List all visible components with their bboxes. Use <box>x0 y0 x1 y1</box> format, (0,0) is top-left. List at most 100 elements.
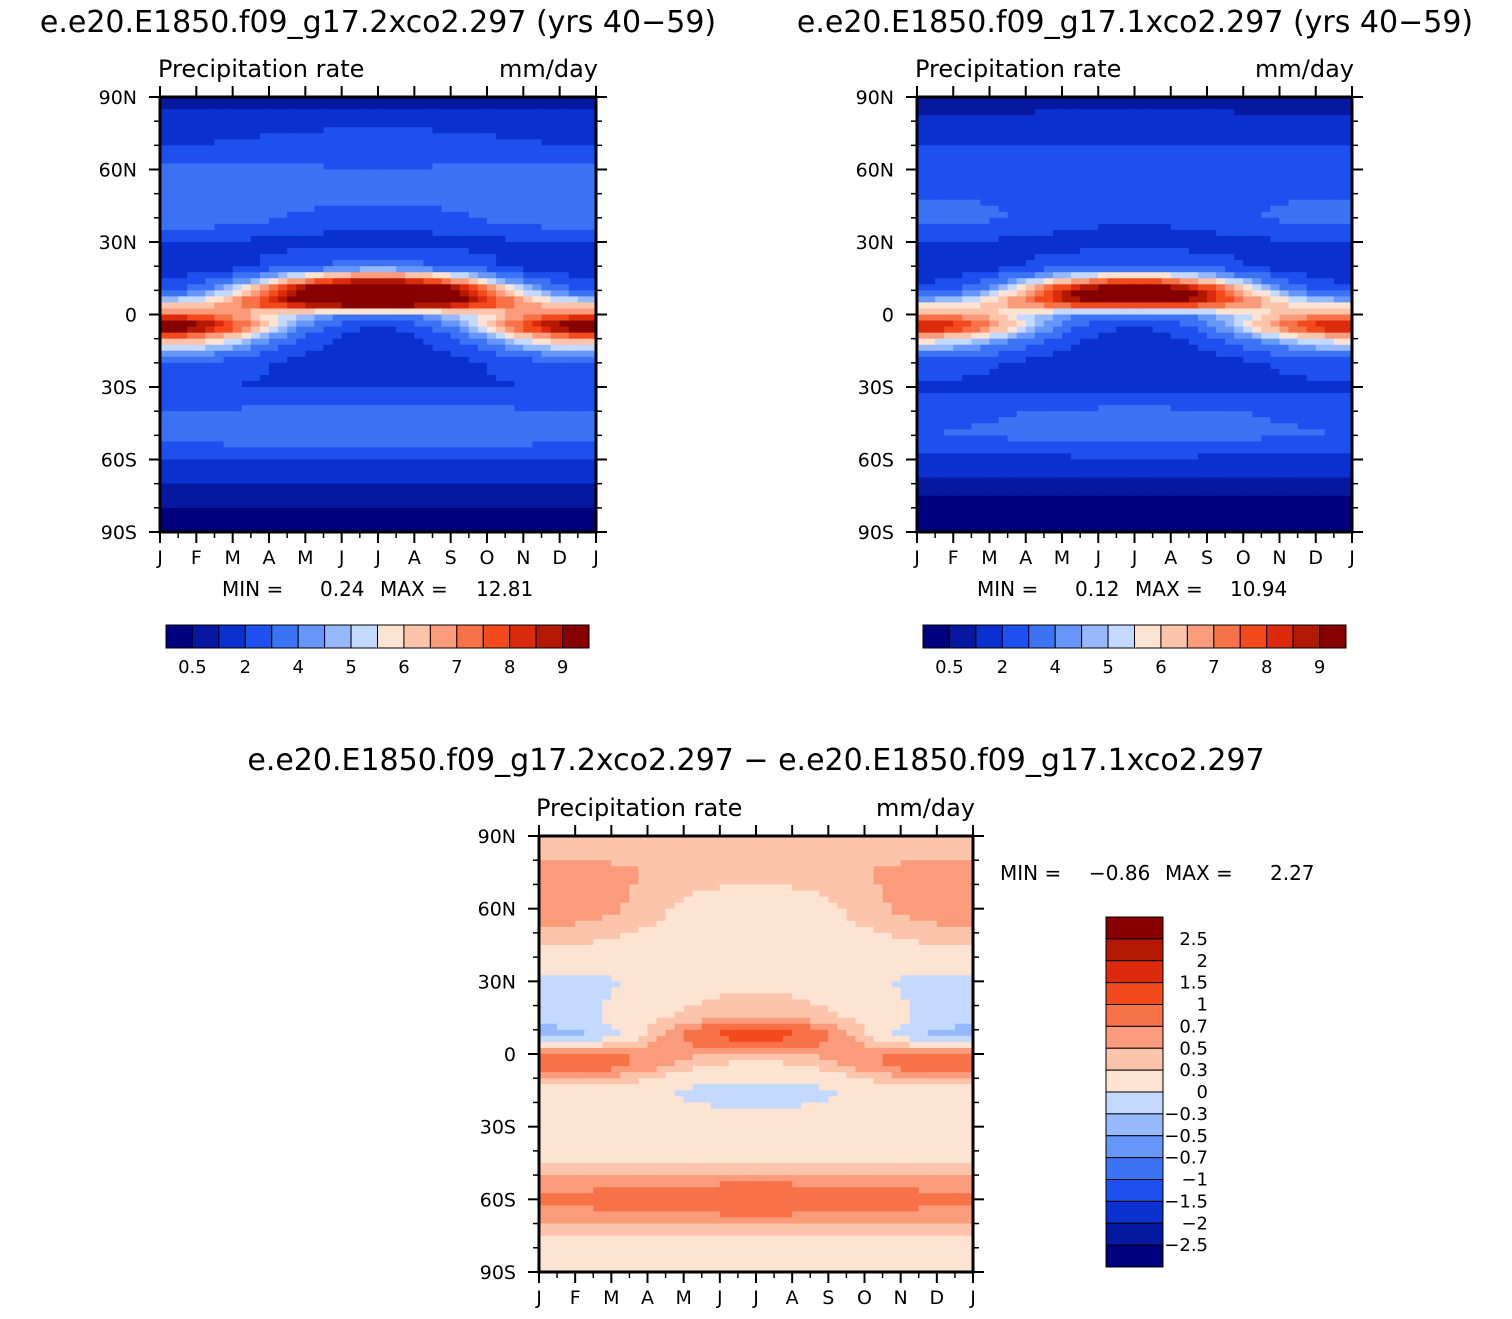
heatmap-cell <box>368 296 379 304</box>
heatmap-cell <box>350 447 361 455</box>
heatmap-cell <box>214 489 225 497</box>
heatmap-cell <box>944 441 954 449</box>
heatmap-cell <box>1080 368 1090 376</box>
heatmap-cell <box>1062 163 1072 171</box>
heatmap-cell <box>250 199 261 207</box>
heatmap-cell <box>450 139 461 146</box>
heatmap-cell <box>1034 223 1045 231</box>
heatmap-cell <box>953 393 963 400</box>
heatmap-cell <box>160 477 170 485</box>
heatmap-cell <box>196 181 207 189</box>
heatmap-cell <box>187 429 197 436</box>
heatmap-cell <box>232 127 243 134</box>
heatmap-cell <box>169 362 179 370</box>
heatmap-cell <box>1034 169 1045 177</box>
heatmap-cell <box>917 175 927 183</box>
heatmap-cell <box>432 429 443 436</box>
heatmap-cell <box>980 326 991 334</box>
heatmap-cell <box>278 163 288 171</box>
heatmap-cell <box>241 217 252 225</box>
heatmap-cell <box>532 187 543 195</box>
heatmap-cell <box>241 399 252 406</box>
heatmap-cell <box>441 405 452 412</box>
heatmap-cell <box>423 157 434 165</box>
heatmap-cell <box>1062 175 1072 183</box>
heatmap-cell <box>568 302 579 310</box>
heatmap-cell <box>953 254 963 261</box>
heatmap-cell <box>169 513 179 521</box>
heatmap-cell <box>196 109 207 116</box>
heatmap-cell <box>187 465 197 473</box>
heatmap-cell <box>586 145 596 152</box>
heatmap-cell <box>350 248 361 255</box>
heatmap-cell <box>1052 133 1063 140</box>
heatmap-cell <box>269 393 279 400</box>
heatmap-cell <box>368 254 379 261</box>
heatmap-cell <box>405 302 415 310</box>
heatmap-cell <box>1007 519 1018 527</box>
heatmap-cell <box>944 205 954 213</box>
heatmap-cell <box>287 519 297 527</box>
heatmap-cell <box>178 368 188 376</box>
heatmap-cell <box>441 411 452 418</box>
heatmap-cell <box>441 399 452 406</box>
heatmap-cell <box>496 411 506 418</box>
heatmap-cell <box>414 380 425 388</box>
heatmap-cell <box>487 254 497 261</box>
heatmap-cell <box>387 405 397 412</box>
heatmap-cell <box>1007 429 1018 436</box>
heatmap-cell <box>196 380 207 388</box>
heatmap-cell <box>1043 121 1054 128</box>
heatmap-cell <box>241 133 252 140</box>
heatmap-cell <box>323 326 334 334</box>
heatmap-cell <box>305 278 316 285</box>
heatmap-cell <box>1071 223 1081 231</box>
heatmap-cell <box>259 290 270 297</box>
heatmap-cell <box>332 320 343 328</box>
heatmap-cell <box>532 145 543 152</box>
heatmap-cell <box>287 181 297 189</box>
heatmap-cell <box>496 187 506 195</box>
heatmap-cell <box>423 374 434 382</box>
heatmap-cell <box>414 145 425 152</box>
heatmap-cell <box>214 435 225 442</box>
heatmap-cell <box>259 368 270 376</box>
heatmap-cell <box>1025 465 1036 473</box>
heatmap-cell <box>405 169 415 177</box>
heatmap-cell <box>414 483 425 491</box>
heatmap-cell <box>917 489 927 497</box>
heatmap-cell <box>241 519 252 527</box>
heatmap-cell <box>1062 266 1072 273</box>
heatmap-cell <box>368 235 379 243</box>
heatmap-cell <box>269 483 279 491</box>
heatmap-cell <box>577 266 588 273</box>
heatmap-cell <box>989 326 1000 334</box>
heatmap-cell <box>1052 447 1063 455</box>
heatmap-cell <box>1043 284 1054 291</box>
heatmap-cell <box>250 296 261 304</box>
heatmap-cell <box>1025 332 1036 340</box>
heatmap-cell <box>287 387 297 394</box>
heatmap-cell <box>187 489 197 497</box>
heatmap-cell <box>350 181 361 189</box>
heatmap-cell <box>1007 127 1018 134</box>
heatmap-cell <box>214 393 225 400</box>
heatmap-cell <box>989 344 1000 352</box>
heatmap-cell <box>1016 453 1027 461</box>
heatmap-cell <box>259 356 270 364</box>
heatmap-cell <box>250 223 261 231</box>
heatmap-cell <box>1007 169 1018 177</box>
heatmap-cell <box>278 266 288 273</box>
heatmap-cell <box>214 260 225 267</box>
heatmap-cell <box>259 477 270 485</box>
heatmap-cell <box>350 254 361 261</box>
heatmap-cell <box>917 459 927 467</box>
heatmap-cell <box>523 362 534 370</box>
heatmap-cell <box>241 145 252 152</box>
heatmap-cell <box>926 115 936 122</box>
heatmap-cell <box>368 223 379 231</box>
heatmap-cell <box>935 380 945 388</box>
heatmap-cell <box>1034 374 1045 382</box>
heatmap-cell <box>160 199 170 207</box>
heatmap-cell <box>980 205 991 213</box>
